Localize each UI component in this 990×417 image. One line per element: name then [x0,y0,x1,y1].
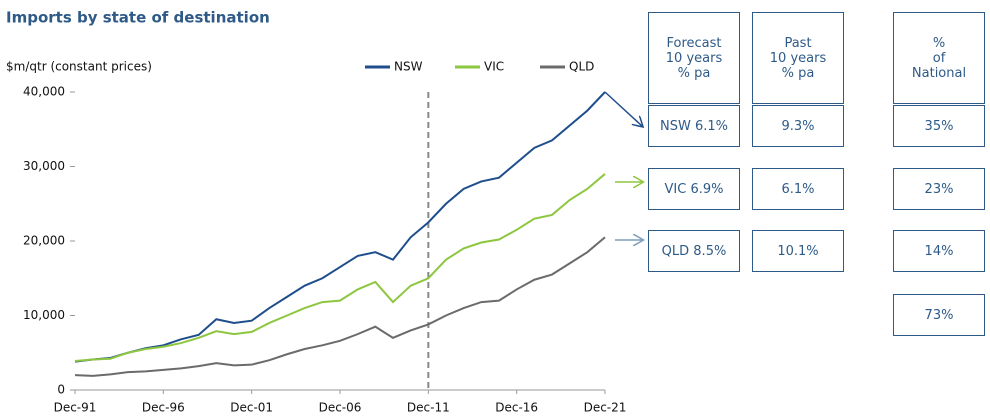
cell-text: NSW 6.1% [660,118,728,134]
x-tick-label: Dec-21 [584,401,627,415]
x-tick-label: Dec-91 [54,401,97,415]
cell-text: VIC 6.9% [664,181,724,197]
x-tick-label: Dec-16 [495,401,538,415]
legend-label: NSW [394,60,423,74]
legend-label: QLD [569,60,594,74]
cell-text: 35% [924,118,954,134]
cell-text: 73% [924,307,954,323]
cell-text: 14% [924,243,954,259]
cell-text: QLD 8.5% [661,243,727,259]
x-tick-label: Dec-01 [230,401,273,415]
cell-text: 10 years [769,50,827,66]
cell: % of National [893,12,985,104]
y-tick-label: 40,000 [23,85,65,99]
x-tick-label: Dec-96 [142,401,185,415]
cell-text: % [932,35,946,51]
cell-text: 10.1% [777,243,819,259]
cell-text: 6.1% [781,181,815,197]
cell: Past 10 years% pa [752,12,844,104]
cell: Forecast 10 years% pa [648,12,740,104]
cell-text: % pa [677,65,711,81]
series-line [74,91,606,363]
chart-title: Imports by state of destination [6,9,270,27]
y-tick-label: 30,000 [23,159,65,173]
y-tick-label: 20,000 [23,234,65,248]
cell: 6.1% [752,168,844,210]
cell: 23% [893,168,985,210]
cell: QLD 8.5% [648,230,740,272]
cell: 73% [893,294,985,336]
cell: 9.3% [752,105,844,147]
cell: 10.1% [752,230,844,272]
series-line [74,236,606,377]
y-axis-label: $m/qtr (constant prices) [6,60,152,74]
cell-text: of [932,50,946,66]
cell-text: 23% [924,181,954,197]
legend-label: VIC [484,60,504,74]
cell: 14% [893,230,985,272]
cell-text: 10 years [665,50,723,66]
cell-text: Past [784,35,812,51]
cell-text: 9.3% [781,118,815,134]
x-tick-label: Dec-06 [319,401,362,415]
y-tick-label: 10,000 [23,308,65,322]
cell: 35% [893,105,985,147]
cell-text: National [911,65,967,81]
cell-text: % pa [781,65,815,81]
arrow [604,91,642,126]
series-line [74,173,606,362]
cell: NSW 6.1% [648,105,740,147]
cell: VIC 6.9% [648,168,740,210]
x-tick-label: Dec-11 [407,401,450,415]
y-tick-label: 0 [57,383,65,397]
cell-text: Forecast [666,35,722,51]
